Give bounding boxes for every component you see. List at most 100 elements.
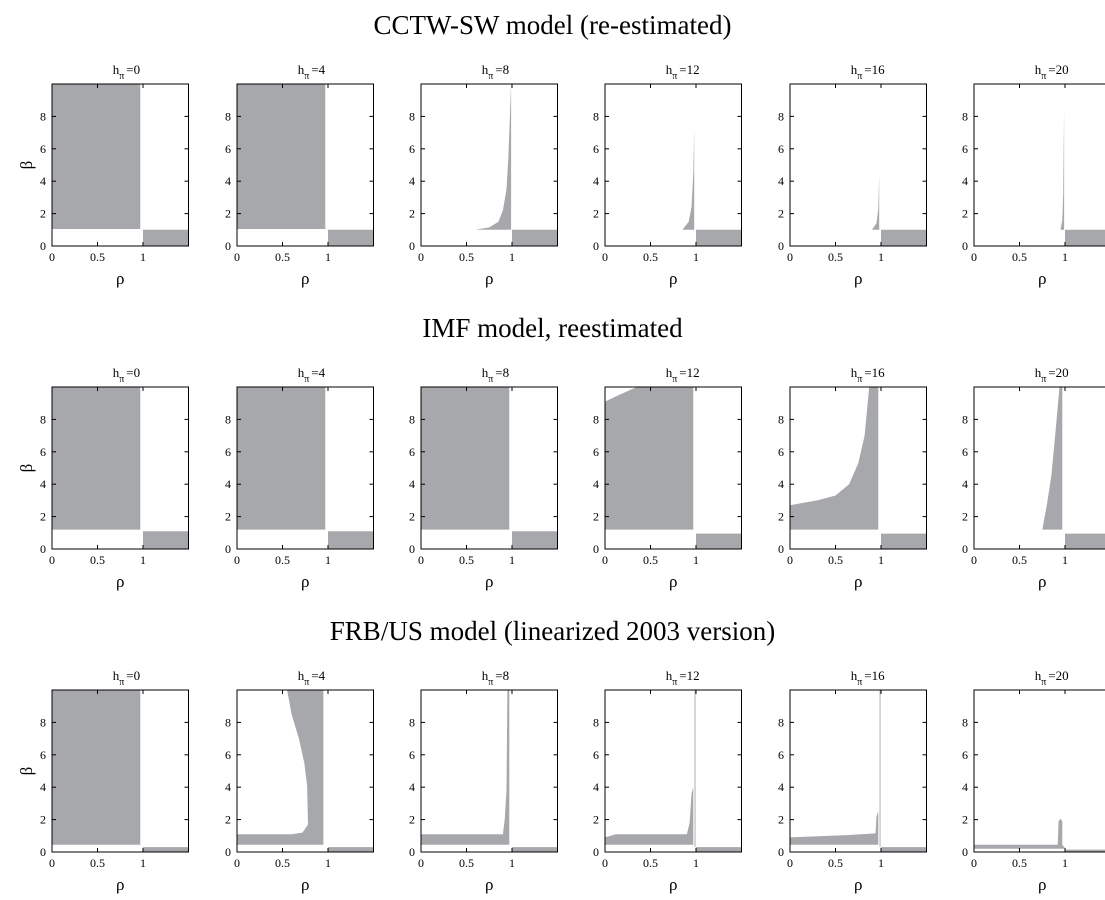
ytick-label-r1-h20-3: 6 <box>962 445 968 459</box>
ytick-label-r2-h12-0: 0 <box>593 845 599 859</box>
panel-title-value-r2-h20: =20 <box>1048 668 1068 683</box>
ytick-label-r0-h0-1: 2 <box>40 207 46 221</box>
ytick-label-r0-h16-2: 4 <box>778 174 784 188</box>
ytick-label-r2-h20-1: 2 <box>962 813 968 827</box>
ytick-label-r2-h20-4: 8 <box>962 715 968 729</box>
ytick-label-r2-h20-0: 0 <box>962 845 968 859</box>
panel-title-value-r0-h8: =8 <box>495 62 509 77</box>
xlabel-r0-h12: ρ <box>669 269 677 288</box>
panel-title-r2-h8: hπ <box>482 668 494 688</box>
xlabel-r2-h4: ρ <box>301 875 309 894</box>
xtick-label-r0-h0-2: 1 <box>140 250 146 264</box>
ytick-label-r1-h8-4: 8 <box>409 412 415 426</box>
panel-title-r1-h12: hπ <box>666 365 678 385</box>
xlabel-r0-h20: ρ <box>1038 269 1046 288</box>
axes-frame-r1-h20 <box>973 386 1105 550</box>
ytick-label-r2-h12-2: 4 <box>593 780 599 794</box>
region-r1-h0-1 <box>143 531 189 549</box>
ytick-label-r0-h20-3: 6 <box>962 142 968 156</box>
xtick-label-r0-h12-2: 1 <box>693 250 699 264</box>
xtick-label-r2-h8-0: 0 <box>418 856 424 870</box>
ytick-label-r2-h20-2: 4 <box>962 780 968 794</box>
xlabel-r2-h8: ρ <box>485 875 493 894</box>
xtick-label-r2-h0-1: 0.5 <box>90 856 105 870</box>
panel-title-r2-h4: hπ <box>298 668 310 688</box>
xtick-label-r1-h0-2: 1 <box>140 553 146 567</box>
region-r2-h20-1 <box>1065 849 1105 852</box>
xtick-label-r1-h4-2: 1 <box>325 553 331 567</box>
row-title-cctw-sw: CCTW-SW model (re-estimated) <box>373 10 732 40</box>
xtick-label-r0-h16-2: 1 <box>878 250 884 264</box>
region-r2-h4-0 <box>237 690 324 845</box>
ytick-label-r2-h0-1: 2 <box>40 813 46 827</box>
panel-title-r0-h12: hπ <box>666 62 678 82</box>
ytick-label-r0-h12-4: 8 <box>593 109 599 123</box>
ytick-label-r1-h0-3: 6 <box>40 445 46 459</box>
region-r1-h4-1 <box>328 531 374 549</box>
ytick-label-r2-h4-2: 4 <box>225 780 231 794</box>
ytick-label-r0-h16-4: 8 <box>778 109 784 123</box>
region-r0-h4-0 <box>237 84 326 229</box>
ytick-label-r1-h0-0: 0 <box>40 542 46 556</box>
ytick-label-r1-h12-3: 6 <box>593 445 599 459</box>
ytick-label-r2-h12-4: 8 <box>593 715 599 729</box>
xtick-label-r0-h0-0: 0 <box>49 250 55 264</box>
ytick-label-r0-h20-4: 8 <box>962 109 968 123</box>
xtick-label-r1-h4-1: 0.5 <box>275 553 290 567</box>
ytick-label-r0-h12-3: 6 <box>593 142 599 156</box>
axes-frame-r0-h4 <box>236 83 374 247</box>
xtick-label-r2-h4-0: 0 <box>234 856 240 870</box>
xtick-label-r2-h0-0: 0 <box>49 856 55 870</box>
ytick-label-r0-h16-3: 6 <box>778 142 784 156</box>
ytick-label-r2-h8-3: 6 <box>409 748 415 762</box>
xtick-label-r1-h16-2: 1 <box>878 553 884 567</box>
region-r1-h8-0 <box>421 387 510 530</box>
panel-title-value-r1-h12: =12 <box>679 365 699 380</box>
xtick-label-r0-h12-1: 0.5 <box>643 250 658 264</box>
panel-title-r2-h12: hπ <box>666 668 678 688</box>
panel-title-r1-h16: hπ <box>851 365 863 385</box>
xlabel-r0-h16: ρ <box>854 269 862 288</box>
axes-frame-r2-h4 <box>236 689 374 853</box>
panel-title-value-r0-h0: =0 <box>126 62 140 77</box>
axes-frame-r0-h16 <box>789 83 927 247</box>
panel-title-r2-h16: hπ <box>851 668 863 688</box>
panel-title-r1-h4: hπ <box>298 365 310 385</box>
panel-title-value-r2-h0: =0 <box>126 668 140 683</box>
ytick-label-r1-h4-2: 4 <box>225 477 231 491</box>
ytick-label-r1-h16-2: 4 <box>778 477 784 491</box>
ytick-label-r1-h12-0: 0 <box>593 542 599 556</box>
axes-frame-r2-h8 <box>420 689 558 853</box>
xtick-label-r0-h8-1: 0.5 <box>459 250 474 264</box>
region-r0-h0-0 <box>52 84 141 229</box>
xlabel-r1-h16: ρ <box>854 572 862 591</box>
ytick-label-r0-h20-0: 0 <box>962 239 968 253</box>
panel-title-r2-h0: hπ <box>113 668 125 688</box>
axes-frame-r2-h20 <box>973 689 1105 853</box>
ytick-label-r2-h4-3: 6 <box>225 748 231 762</box>
ytick-label-r1-h4-0: 0 <box>225 542 231 556</box>
ytick-label-r0-h12-1: 2 <box>593 207 599 221</box>
ytick-label-r1-h0-1: 2 <box>40 510 46 524</box>
ytick-label-r2-h8-0: 0 <box>409 845 415 859</box>
ytick-label-r2-h4-4: 8 <box>225 715 231 729</box>
xtick-label-r0-h20-2: 1 <box>1062 250 1068 264</box>
xtick-label-r2-h12-2: 1 <box>693 856 699 870</box>
axes-frame-r1-h4 <box>236 386 374 550</box>
ytick-label-r0-h16-0: 0 <box>778 239 784 253</box>
xtick-label-r1-h0-0: 0 <box>49 553 55 567</box>
panel-title-value-r1-h8: =8 <box>495 365 509 380</box>
region-r2-h8-0 <box>421 690 510 845</box>
xtick-label-r1-h12-1: 0.5 <box>643 553 658 567</box>
ytick-label-r0-h0-4: 8 <box>40 109 46 123</box>
region-r0-h12-1 <box>696 229 742 246</box>
panel-title-value-r2-h4: =4 <box>311 668 325 683</box>
panel-title-r1-h20: hπ <box>1035 365 1047 385</box>
ylabel-r2-h0: β <box>17 767 36 776</box>
region-r2-h16-1 <box>881 847 927 852</box>
panel-title-r0-h4: hπ <box>298 62 310 82</box>
axes-frame-r2-h16 <box>789 689 927 853</box>
xtick-label-r2-h8-1: 0.5 <box>459 856 474 870</box>
